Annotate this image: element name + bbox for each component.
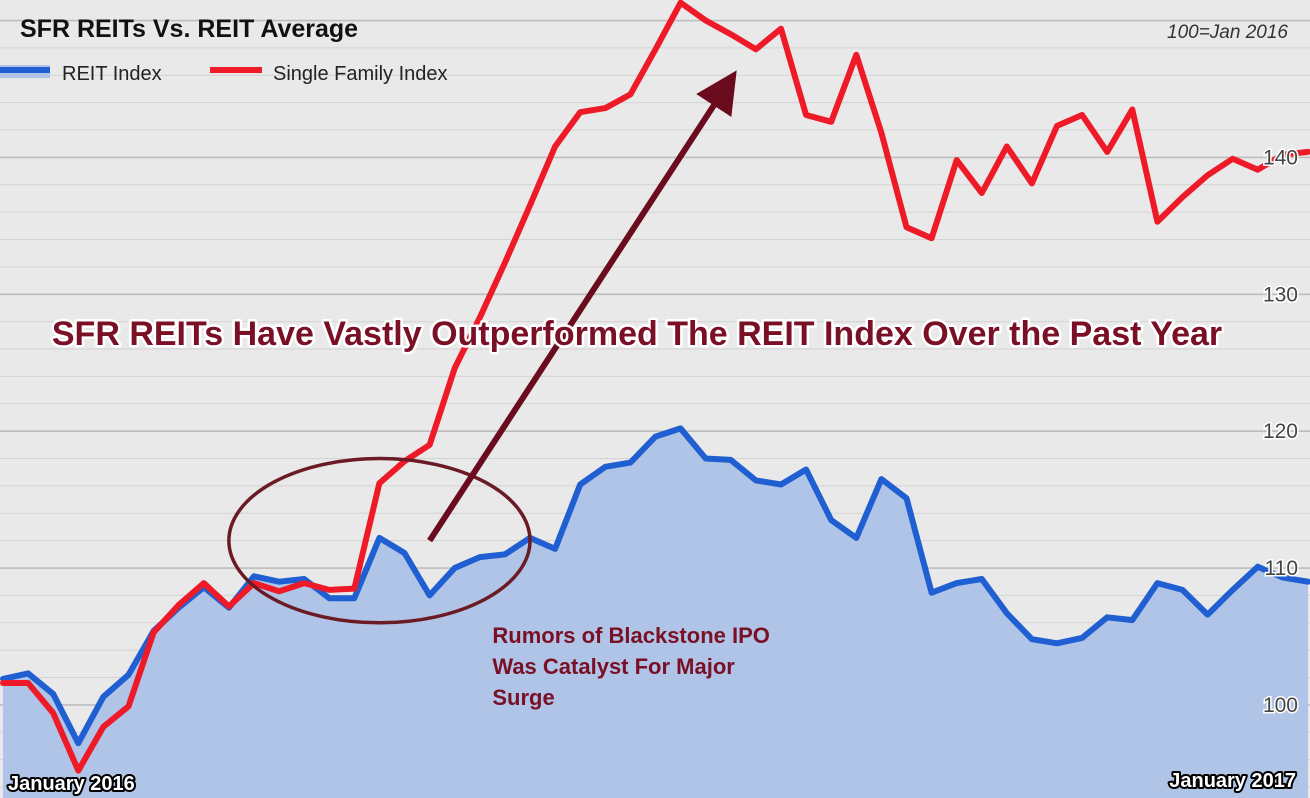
single-family-index-line (0, 0, 1310, 774)
y-axis-labels: 100 110 120 130 140 (1261, 145, 1299, 719)
annotation-layer: Rumors of Blackstone IPO Was Catalyst For… (227, 70, 770, 710)
y-tick-label: 140 (1263, 146, 1298, 169)
x-start-label: January 2016 (8, 773, 135, 795)
y-tick-label: 130 (1263, 283, 1298, 306)
y-tick-label: 100 (1263, 694, 1298, 717)
blackstone-annotation-line: Was Catalyst For Major (492, 654, 735, 679)
reit-index-area (3, 428, 1308, 798)
headline-annotation: SFR REITs Have Vastly Outperformed The R… (52, 315, 1222, 353)
annotation-arrow (427, 70, 737, 543)
y-tick-label: 110 (1265, 557, 1298, 580)
chart-title: SFR REITs Vs. REIT Average (20, 15, 358, 43)
annotation-ellipse (227, 456, 532, 625)
legend-sfr-label: Single Family Index (273, 63, 448, 85)
chart-subtitle: 100=Jan 2016 (1167, 22, 1288, 43)
x-end-label: January 2017 (1169, 770, 1296, 792)
legend: REIT Index Single Family Index (0, 63, 448, 85)
y-tick-label: 120 (1263, 420, 1298, 443)
legend-reit-label: REIT Index (62, 63, 162, 85)
blackstone-annotation-line: Rumors of Blackstone IPO (492, 623, 770, 648)
blackstone-annotation-line: Surge (492, 685, 554, 710)
